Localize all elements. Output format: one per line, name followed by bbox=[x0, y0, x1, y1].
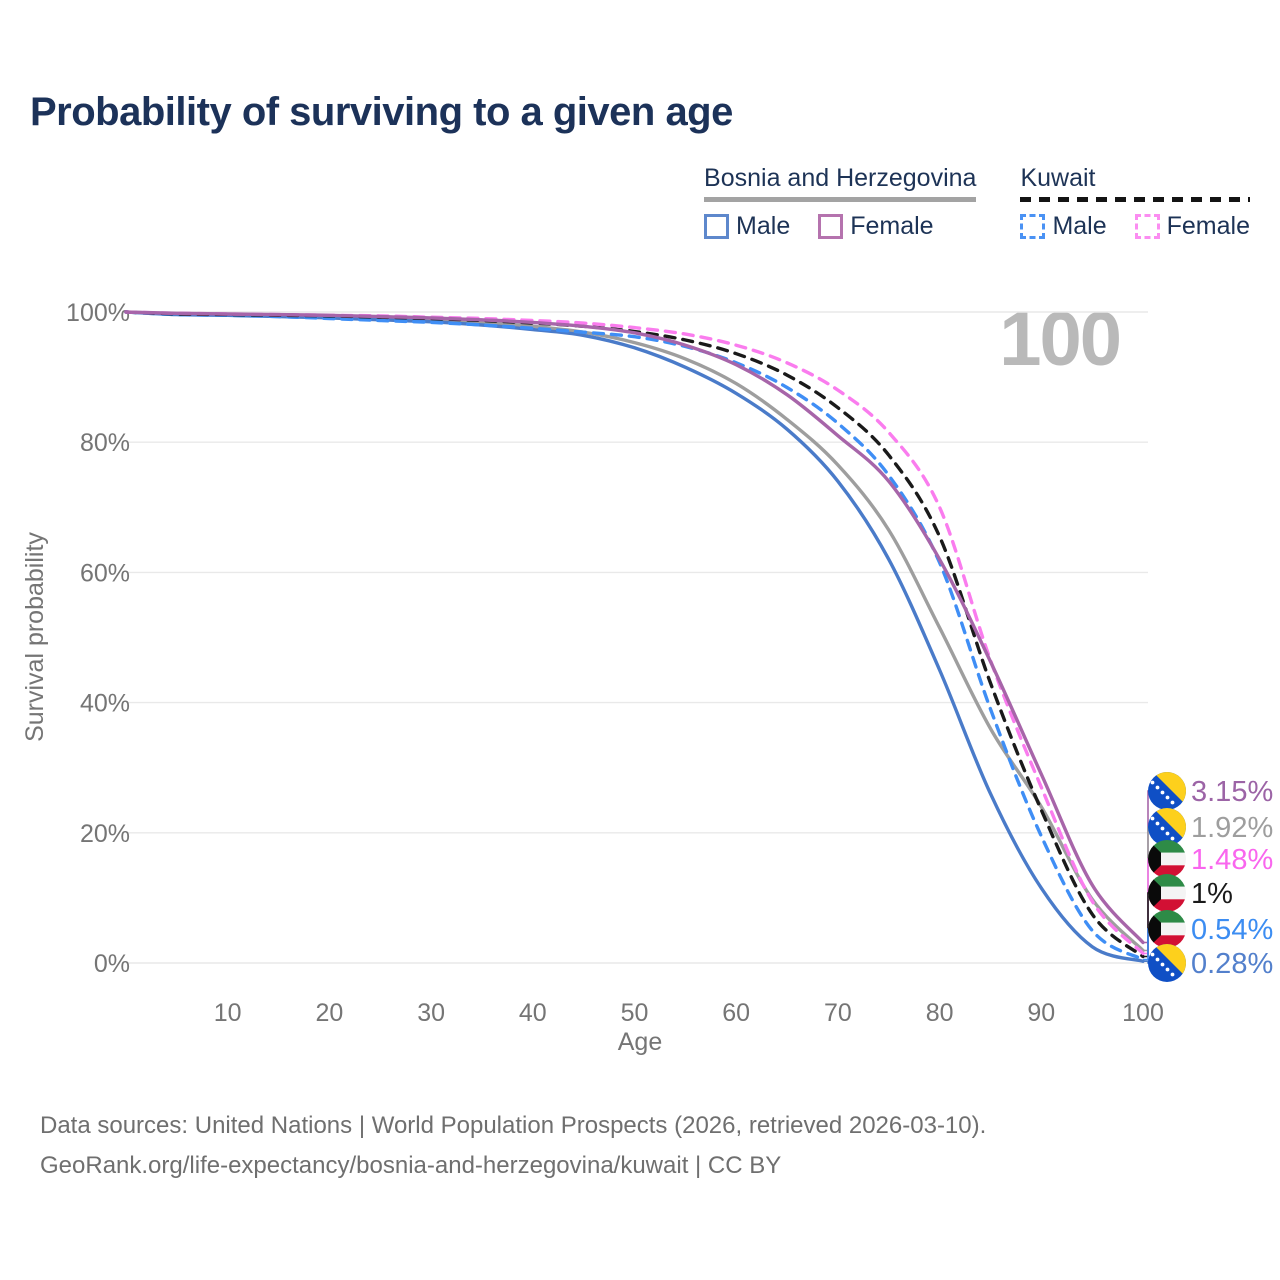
legend-item-label: Female bbox=[1166, 212, 1250, 240]
legend-swatch-icon bbox=[704, 214, 730, 239]
x-tick-label: 70 bbox=[824, 999, 852, 1027]
end-value-label-bih_both: 1.92% bbox=[1191, 812, 1273, 844]
end-value-label-bih_male: 0.28% bbox=[1191, 948, 1273, 980]
legend-country-label: Bosnia and Herzegovina bbox=[704, 164, 977, 192]
y-tick-label: 100% bbox=[66, 299, 130, 327]
x-tick-label: 40 bbox=[519, 999, 547, 1027]
legend-item-label: Male bbox=[736, 212, 791, 240]
x-axis-title: Age bbox=[618, 1028, 662, 1056]
kuwait-flag-icon bbox=[1148, 910, 1186, 948]
y-tick-label: 20% bbox=[80, 820, 130, 848]
curve-bih_both[interactable] bbox=[124, 310, 1145, 953]
legend-item-label: Female bbox=[850, 212, 934, 240]
x-tick-label: 20 bbox=[315, 999, 343, 1027]
page-title: Probability of surviving to a given age bbox=[30, 90, 733, 134]
curve-bih_male[interactable] bbox=[124, 310, 1145, 963]
legend-item-kuwait-female[interactable]: Female bbox=[1134, 212, 1250, 241]
x-tick-label: 80 bbox=[926, 999, 954, 1027]
curve-bih_female[interactable] bbox=[124, 310, 1145, 945]
end-value-label-kw_female: 1.48% bbox=[1191, 844, 1273, 876]
bosnia-flag-icon bbox=[1148, 944, 1186, 982]
x-tick-label: 60 bbox=[722, 999, 750, 1027]
x-tick-label: 50 bbox=[621, 999, 649, 1027]
legend-underline-dashed bbox=[1020, 197, 1250, 202]
x-tick-label: 100 bbox=[1122, 999, 1164, 1027]
legend-swatch-icon bbox=[1134, 214, 1160, 239]
y-axis-title: Survival probability bbox=[21, 532, 49, 742]
kuwait-flag-icon bbox=[1148, 874, 1186, 912]
x-tick-label: 10 bbox=[214, 999, 242, 1027]
y-tick-label: 0% bbox=[94, 950, 130, 978]
legend-swatch-icon bbox=[1020, 214, 1046, 239]
attribution-text: GeoRank.org/life-expectancy/bosnia-and-h… bbox=[40, 1152, 782, 1179]
y-tick-label: 40% bbox=[80, 690, 130, 718]
footer: Data sources: United Nations | World Pop… bbox=[40, 1106, 986, 1186]
x-tick-label: 30 bbox=[417, 999, 445, 1027]
legend: Bosnia and Herzegovina Male Female Kuwai… bbox=[0, 164, 1250, 241]
kuwait-flag-icon bbox=[1148, 840, 1186, 878]
curve-kw_both[interactable] bbox=[124, 310, 1145, 959]
x-tick-label: 90 bbox=[1027, 999, 1055, 1027]
curve-kw_female[interactable] bbox=[124, 310, 1145, 956]
legend-group-bosnia: Bosnia and Herzegovina Male Female bbox=[704, 164, 977, 241]
hover-age-indicator: 100 bbox=[999, 297, 1122, 382]
end-value-label-kw_both: 1% bbox=[1191, 878, 1233, 910]
legend-item-label: Male bbox=[1052, 212, 1107, 240]
legend-underline-solid bbox=[704, 197, 977, 202]
data-sources-text: Data sources: United Nations | World Pop… bbox=[40, 1112, 987, 1139]
legend-swatch-icon bbox=[818, 214, 844, 239]
legend-item-bih-male[interactable]: Male bbox=[704, 212, 790, 241]
legend-group-kuwait: Kuwait Male Female bbox=[1020, 164, 1250, 241]
curve-kw_male[interactable] bbox=[124, 310, 1145, 962]
end-value-label-bih_female: 3.15% bbox=[1191, 776, 1273, 808]
legend-country-label: Kuwait bbox=[1020, 164, 1096, 192]
bosnia-flag-icon bbox=[1148, 772, 1186, 810]
end-value-label-kw_male: 0.54% bbox=[1191, 914, 1273, 946]
bosnia-flag-icon bbox=[1148, 808, 1186, 846]
legend-item-bih-female[interactable]: Female bbox=[818, 212, 934, 241]
y-tick-label: 60% bbox=[80, 559, 130, 587]
y-tick-label: 80% bbox=[80, 429, 130, 457]
legend-item-kuwait-male[interactable]: Male bbox=[1020, 212, 1107, 241]
